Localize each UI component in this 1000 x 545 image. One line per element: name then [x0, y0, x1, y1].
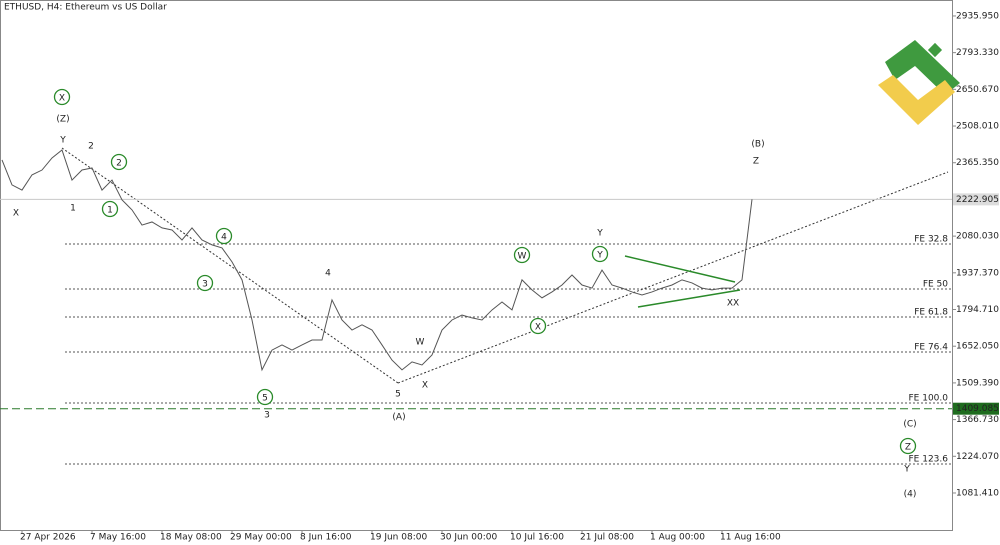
fib-label: FE 100.0: [909, 393, 949, 403]
wave-label: (A): [392, 413, 405, 423]
x-tick-label: 1 Aug 00:00: [650, 533, 705, 543]
x-tick-label: 10 Jul 16:00: [510, 533, 564, 543]
wave-label: X: [13, 209, 19, 219]
wave-label: W: [518, 252, 527, 262]
y-tick-label: 2080.030: [956, 232, 999, 242]
wave-circle: [256, 388, 274, 406]
wave-label: (C): [903, 420, 916, 430]
wave-label: Y: [596, 229, 603, 239]
wave-label: Z: [905, 443, 911, 453]
y-tick-label: 2650.670: [956, 85, 999, 95]
wave-label: X: [422, 381, 428, 391]
price-line: [1, 149, 753, 372]
y-tick-label: 2365.350: [956, 158, 999, 168]
wave-label: 3: [202, 280, 208, 290]
y-tick-label: 2793.330: [956, 48, 999, 58]
y-tick-label: 1224.070: [956, 452, 999, 462]
wave-label: 2: [88, 142, 94, 152]
x-tick-label: 7 May 16:00: [90, 533, 146, 543]
x-tick-label: 29 May 00:00: [230, 533, 292, 543]
y-tick-label: 1652.050: [956, 342, 999, 352]
logo: [878, 40, 960, 125]
fib-label: FE 32.8: [914, 234, 948, 244]
wave-label: 5: [262, 394, 268, 404]
wave-label: 2: [116, 159, 122, 169]
support-label: 1409.085: [956, 404, 999, 414]
chart-title: ETHUSD, H4: Ethereum vs US Dollar: [4, 3, 167, 13]
triangle-line: [624, 255, 736, 283]
x-tick-label: 30 Jun 00:00: [440, 533, 497, 543]
wave-circle: [101, 200, 119, 218]
x-tick-label: 18 May 08:00: [160, 533, 222, 543]
wave-circle: [529, 317, 547, 335]
x-tick-label: 21 Jul 08:00: [580, 533, 634, 543]
x-tick-label: 19 Jun 08:00: [370, 533, 427, 543]
x-tick-label: 11 Aug 16:00: [720, 533, 781, 543]
wave-circle: [591, 245, 609, 263]
wave-circle: [53, 88, 71, 106]
wave-label: 1: [107, 206, 113, 216]
wave-circle: [110, 153, 128, 171]
x-tick-label: 8 Jun 16:00: [300, 533, 352, 543]
wave-label: Y: [903, 465, 910, 475]
wave-circle: [215, 227, 233, 245]
wave-label: Z: [753, 157, 759, 167]
triangle-line: [637, 289, 741, 308]
y-tick-label: 2935.950: [956, 11, 999, 21]
y-tick-label: 1937.370: [956, 268, 999, 278]
last-price-box: [953, 193, 999, 206]
last-price-label: 2222.905: [956, 195, 999, 205]
wave-label: (B): [751, 140, 764, 150]
trend-line: [61, 147, 399, 384]
y-tick-label: 1509.390: [956, 378, 999, 388]
wave-label: 1: [70, 204, 76, 214]
plot-frame: [0, 0, 953, 531]
wave-label: (Z): [56, 115, 69, 125]
y-tick-label: 1081.410: [956, 488, 999, 498]
wave-label: Y: [59, 136, 66, 146]
fib-label: FE 50: [923, 279, 948, 289]
wave-circle: [196, 274, 214, 292]
wave-label: W: [416, 338, 425, 348]
wave-label: (4): [904, 490, 917, 500]
y-tick-label: 2508.010: [956, 122, 999, 132]
fib-label: FE 61.8: [914, 307, 948, 317]
wave-label: 4: [221, 233, 227, 243]
wave-label: X: [535, 323, 541, 333]
wave-label: 5: [395, 390, 401, 400]
fib-label: FE 76.4: [914, 342, 948, 352]
y-tick-label: 1794.710: [956, 305, 999, 315]
wave-circle: [513, 246, 531, 264]
wave-label: 4: [325, 269, 331, 279]
fib-label: FE 123.6: [909, 454, 949, 464]
wave-label: 3: [264, 411, 270, 421]
support-box: [953, 402, 999, 415]
wave-label: X: [59, 94, 65, 104]
wave-circle: [899, 437, 917, 455]
y-tick-label: 1366.730: [956, 415, 999, 425]
wave-label: XX: [727, 299, 739, 309]
wave-label: Y: [596, 251, 603, 261]
x-tick-label: 27 Apr 2026: [20, 533, 76, 543]
